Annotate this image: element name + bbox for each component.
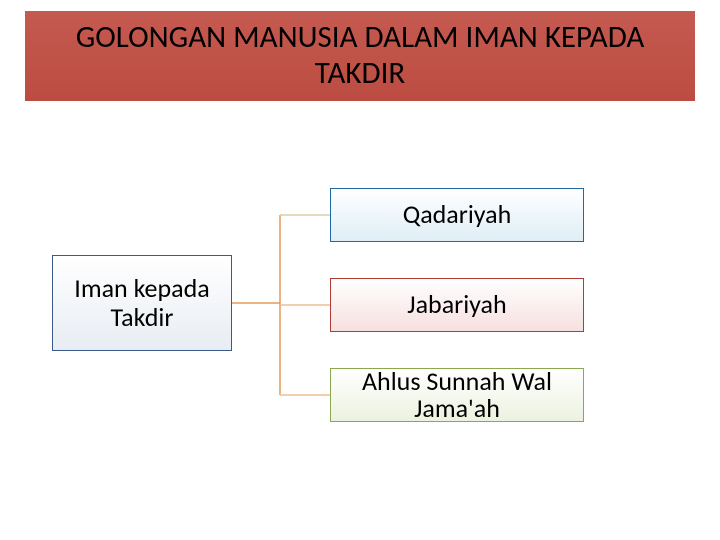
root-node-label: Iman kepada Takdir [53,274,231,331]
child-label: Qadariyah [403,201,512,228]
child-node-jabariyah: Jabariyah [330,278,584,332]
slide-title-text: GOLONGAN MANUSIA DALAM IMAN KEPADA TAKDI… [35,20,685,91]
child-label: Jabariyah [407,291,506,318]
child-label: Ahlus Sunnah Wal Jama'ah [337,368,577,423]
slide-title: GOLONGAN MANUSIA DALAM IMAN KEPADA TAKDI… [24,10,696,102]
root-node: Iman kepada Takdir [52,255,232,351]
child-node-ahlus-sunnah: Ahlus Sunnah Wal Jama'ah [330,368,584,422]
child-node-qadariyah: Qadariyah [330,188,584,242]
